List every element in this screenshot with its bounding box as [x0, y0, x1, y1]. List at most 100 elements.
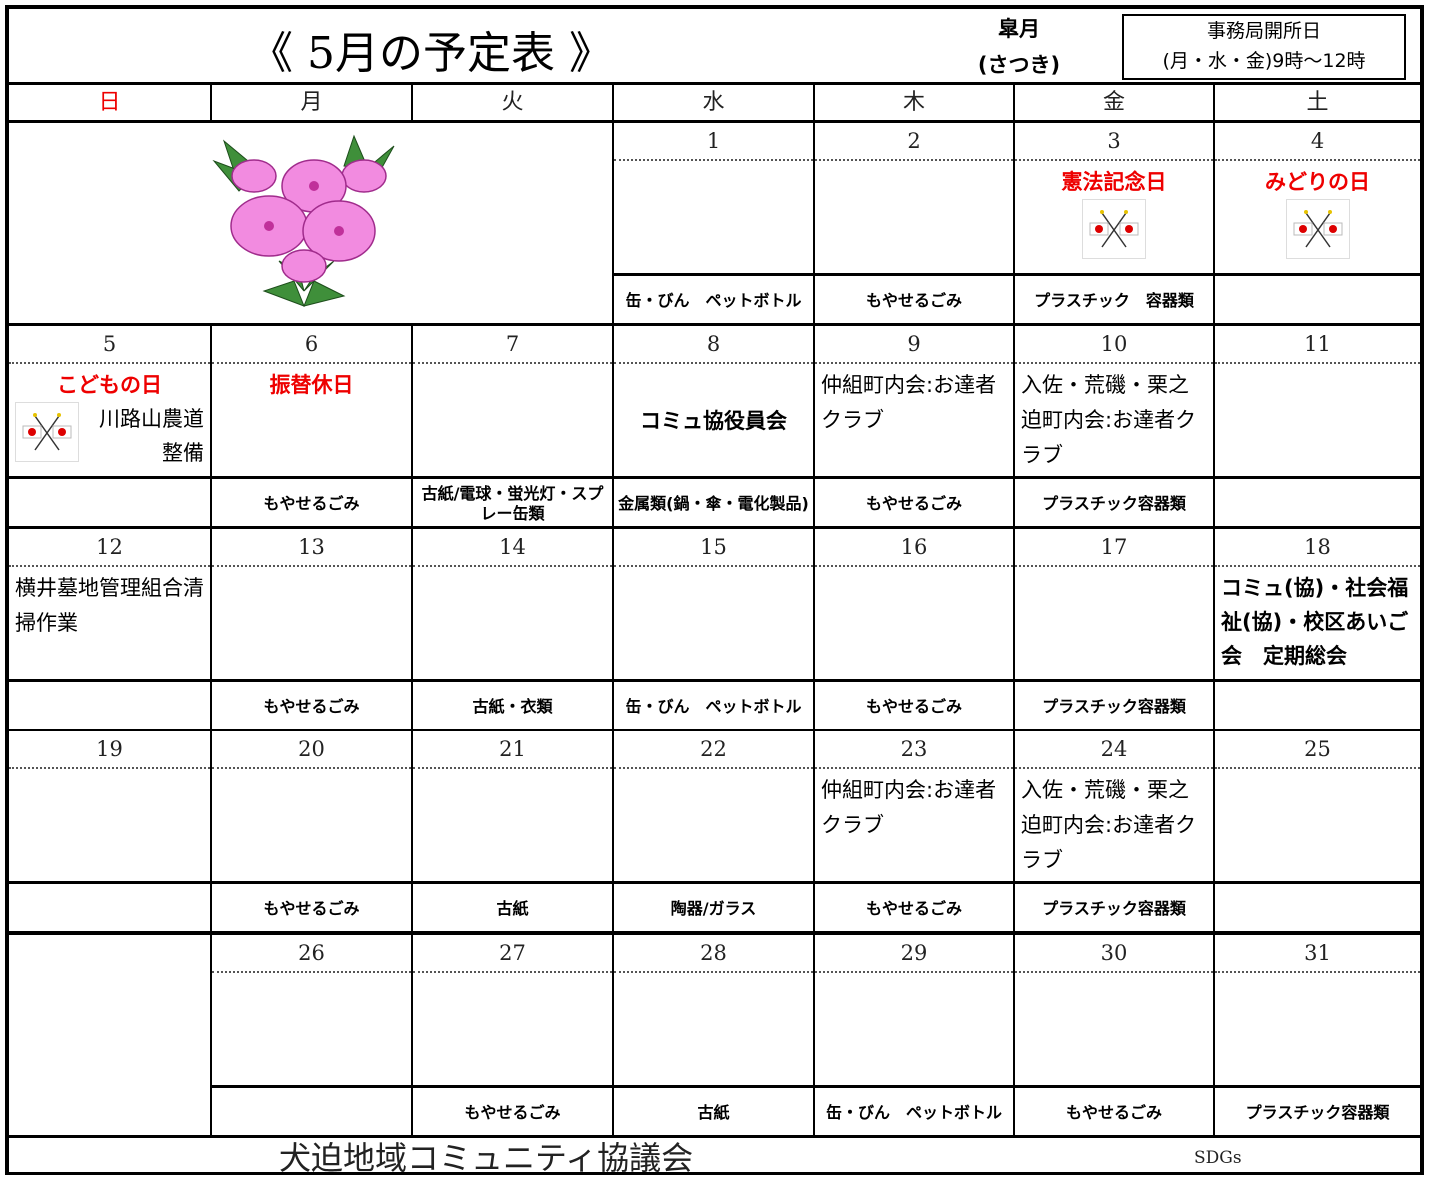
- garbage-text: プラスチック容器類: [1042, 697, 1186, 716]
- date-number: 12: [9, 529, 210, 567]
- flag-icon: [15, 402, 79, 462]
- date-number: 30: [1015, 935, 1213, 973]
- day-cell: 1 缶・びん ペットボトル: [614, 123, 813, 323]
- date-number: 10: [1015, 326, 1213, 364]
- garbage-row: もやせるごみ: [413, 1085, 612, 1135]
- date-number: 22: [614, 731, 813, 769]
- day-content: こどもの日川路山農道整備: [9, 364, 210, 476]
- date-number: 7: [413, 326, 612, 364]
- day-cell: 5 こどもの日 川路山農道整備: [9, 326, 210, 526]
- garbage-row: プラスチック 容器類: [1015, 273, 1213, 323]
- date-number: 31: [1215, 935, 1420, 973]
- holiday-name: みどりの日: [1265, 170, 1370, 194]
- day-cell: 13 もやせるごみ: [212, 529, 411, 729]
- garbage-row: 金属類(鍋・傘・電化製品): [614, 476, 813, 526]
- weekday-cell: 火: [413, 85, 612, 120]
- day-content: [9, 769, 210, 881]
- flower-illustration: [194, 943, 210, 1133]
- garbage-row: 陶器/ガラス: [614, 881, 813, 931]
- date-number: 24: [1015, 731, 1213, 769]
- flower-cell: [9, 935, 210, 1135]
- garbage-text: もやせるごみ: [263, 697, 360, 716]
- garbage-text: もやせるごみ: [263, 899, 360, 918]
- day-cell: 15 缶・びん ペットボトル: [614, 529, 813, 729]
- header: 《 5月の予定表 》 皐月 (さつき) 事務局開所日 (月・水・金)9時～12時: [9, 9, 1420, 82]
- date-number: 16: [815, 529, 1013, 567]
- garbage-text: 缶・びん ペットボトル: [625, 291, 802, 310]
- garbage-row: もやせるごみ: [815, 881, 1013, 931]
- garbage-row: [9, 679, 210, 729]
- date-number: 23: [815, 731, 1013, 769]
- date-number: 18: [1215, 529, 1420, 567]
- garbage-text: 缶・びん ペットボトル: [625, 697, 802, 716]
- day-cell: 8 コミュ協役員会金属類(鍋・傘・電化製品): [614, 326, 813, 526]
- day-content: [815, 567, 1013, 679]
- garbage-row: もやせるごみ: [212, 679, 411, 729]
- event-text: コミュ協役員会: [640, 409, 787, 433]
- flag-icon: [1082, 199, 1146, 259]
- holiday-name: 憲法記念日: [1061, 170, 1167, 194]
- garbage-row: もやせるごみ: [815, 273, 1013, 323]
- day-cell: 30 もやせるごみ: [1015, 935, 1213, 1135]
- day-content: 振替休日: [212, 364, 411, 476]
- holiday-name: こどもの日: [57, 373, 162, 397]
- date-number: 20: [212, 731, 411, 769]
- weekday-cell: 月: [212, 85, 411, 120]
- day-cell: 27 もやせるごみ: [413, 935, 612, 1135]
- date-number: 15: [614, 529, 813, 567]
- day-content: [413, 769, 612, 881]
- day-content: コミュ(協)・社会福祉(協)・校区あいご会 定期総会: [1215, 567, 1420, 679]
- garbage-row: 缶・びん ペットボトル: [815, 1085, 1013, 1135]
- day-content: [614, 769, 813, 881]
- garbage-row: 古紙/電球・蛍光灯・スプレー缶類: [413, 476, 612, 526]
- month-name: 皐月: [998, 17, 1040, 41]
- day-cell: 7 古紙/電球・蛍光灯・スプレー缶類: [413, 326, 612, 526]
- garbage-row: 古紙: [614, 1085, 813, 1135]
- garbage-row: 古紙: [413, 881, 612, 931]
- day-content: 仲組町内会:お達者クラブ: [815, 364, 1013, 476]
- day-cell: 28 古紙: [614, 935, 813, 1135]
- date-number: 8: [614, 326, 813, 364]
- day-content: [815, 161, 1013, 273]
- garbage-text: もやせるごみ: [1065, 1103, 1162, 1122]
- month-reading: (さつき): [977, 53, 1061, 77]
- day-content: コミュ協役員会: [614, 364, 813, 476]
- garbage-text: もやせるごみ: [865, 697, 962, 716]
- sdgs: SDGs: [1194, 1148, 1242, 1168]
- holiday-name: 振替休日: [269, 373, 354, 397]
- garbage-text: もやせるごみ: [865, 291, 962, 310]
- garbage-row: [1215, 679, 1420, 729]
- day-content: 入佐・荒磯・栗之迫町内会:お達者クラブ: [1015, 364, 1213, 476]
- day-content: 横井墓地管理組合清掃作業: [9, 567, 210, 679]
- date-number: 6: [212, 326, 411, 364]
- day-cell: 19: [9, 731, 210, 931]
- garbage-row: [1215, 881, 1420, 931]
- day-cell: 4 みどりの日: [1215, 123, 1420, 323]
- flower-illustration: [212, 134, 395, 307]
- event-text: 仲組町内会:お達者クラブ: [821, 373, 997, 432]
- garbage-text: 陶器/ガラス: [670, 899, 757, 918]
- flag-wrap: [15, 402, 79, 473]
- weekday-cell: 日: [9, 85, 210, 120]
- day-cell: 31 プラスチック容器類: [1215, 935, 1420, 1135]
- event-text: 川路山農道整備: [99, 407, 204, 465]
- event-text: コミュ(協)・社会福祉(協)・校区あいご会 定期総会: [1221, 576, 1409, 668]
- garbage-row: 缶・びん ペットボトル: [614, 679, 813, 729]
- date-number: 29: [815, 935, 1013, 973]
- day-cell: 2 もやせるごみ: [815, 123, 1013, 323]
- garbage-text: 古紙: [496, 899, 529, 918]
- garbage-text: 古紙/電球・蛍光灯・スプレー缶類: [421, 484, 604, 523]
- weekday-cell: 金: [1015, 85, 1213, 120]
- day-content: [1215, 973, 1420, 1085]
- garbage-row: [9, 476, 210, 526]
- day-cell: 18 コミュ(協)・社会福祉(協)・校区あいご会 定期総会: [1215, 529, 1420, 729]
- date-number: 28: [614, 935, 813, 973]
- garbage-row: もやせるごみ: [212, 881, 411, 931]
- date-number: 13: [212, 529, 411, 567]
- garbage-text: 金属類(鍋・傘・電化製品): [618, 494, 809, 513]
- garbage-row: [1215, 273, 1420, 323]
- day-content: 憲法記念日: [1015, 161, 1213, 273]
- date-number: 9: [815, 326, 1013, 364]
- date-number: 14: [413, 529, 612, 567]
- day-cell: 12 横井墓地管理組合清掃作業: [9, 529, 210, 729]
